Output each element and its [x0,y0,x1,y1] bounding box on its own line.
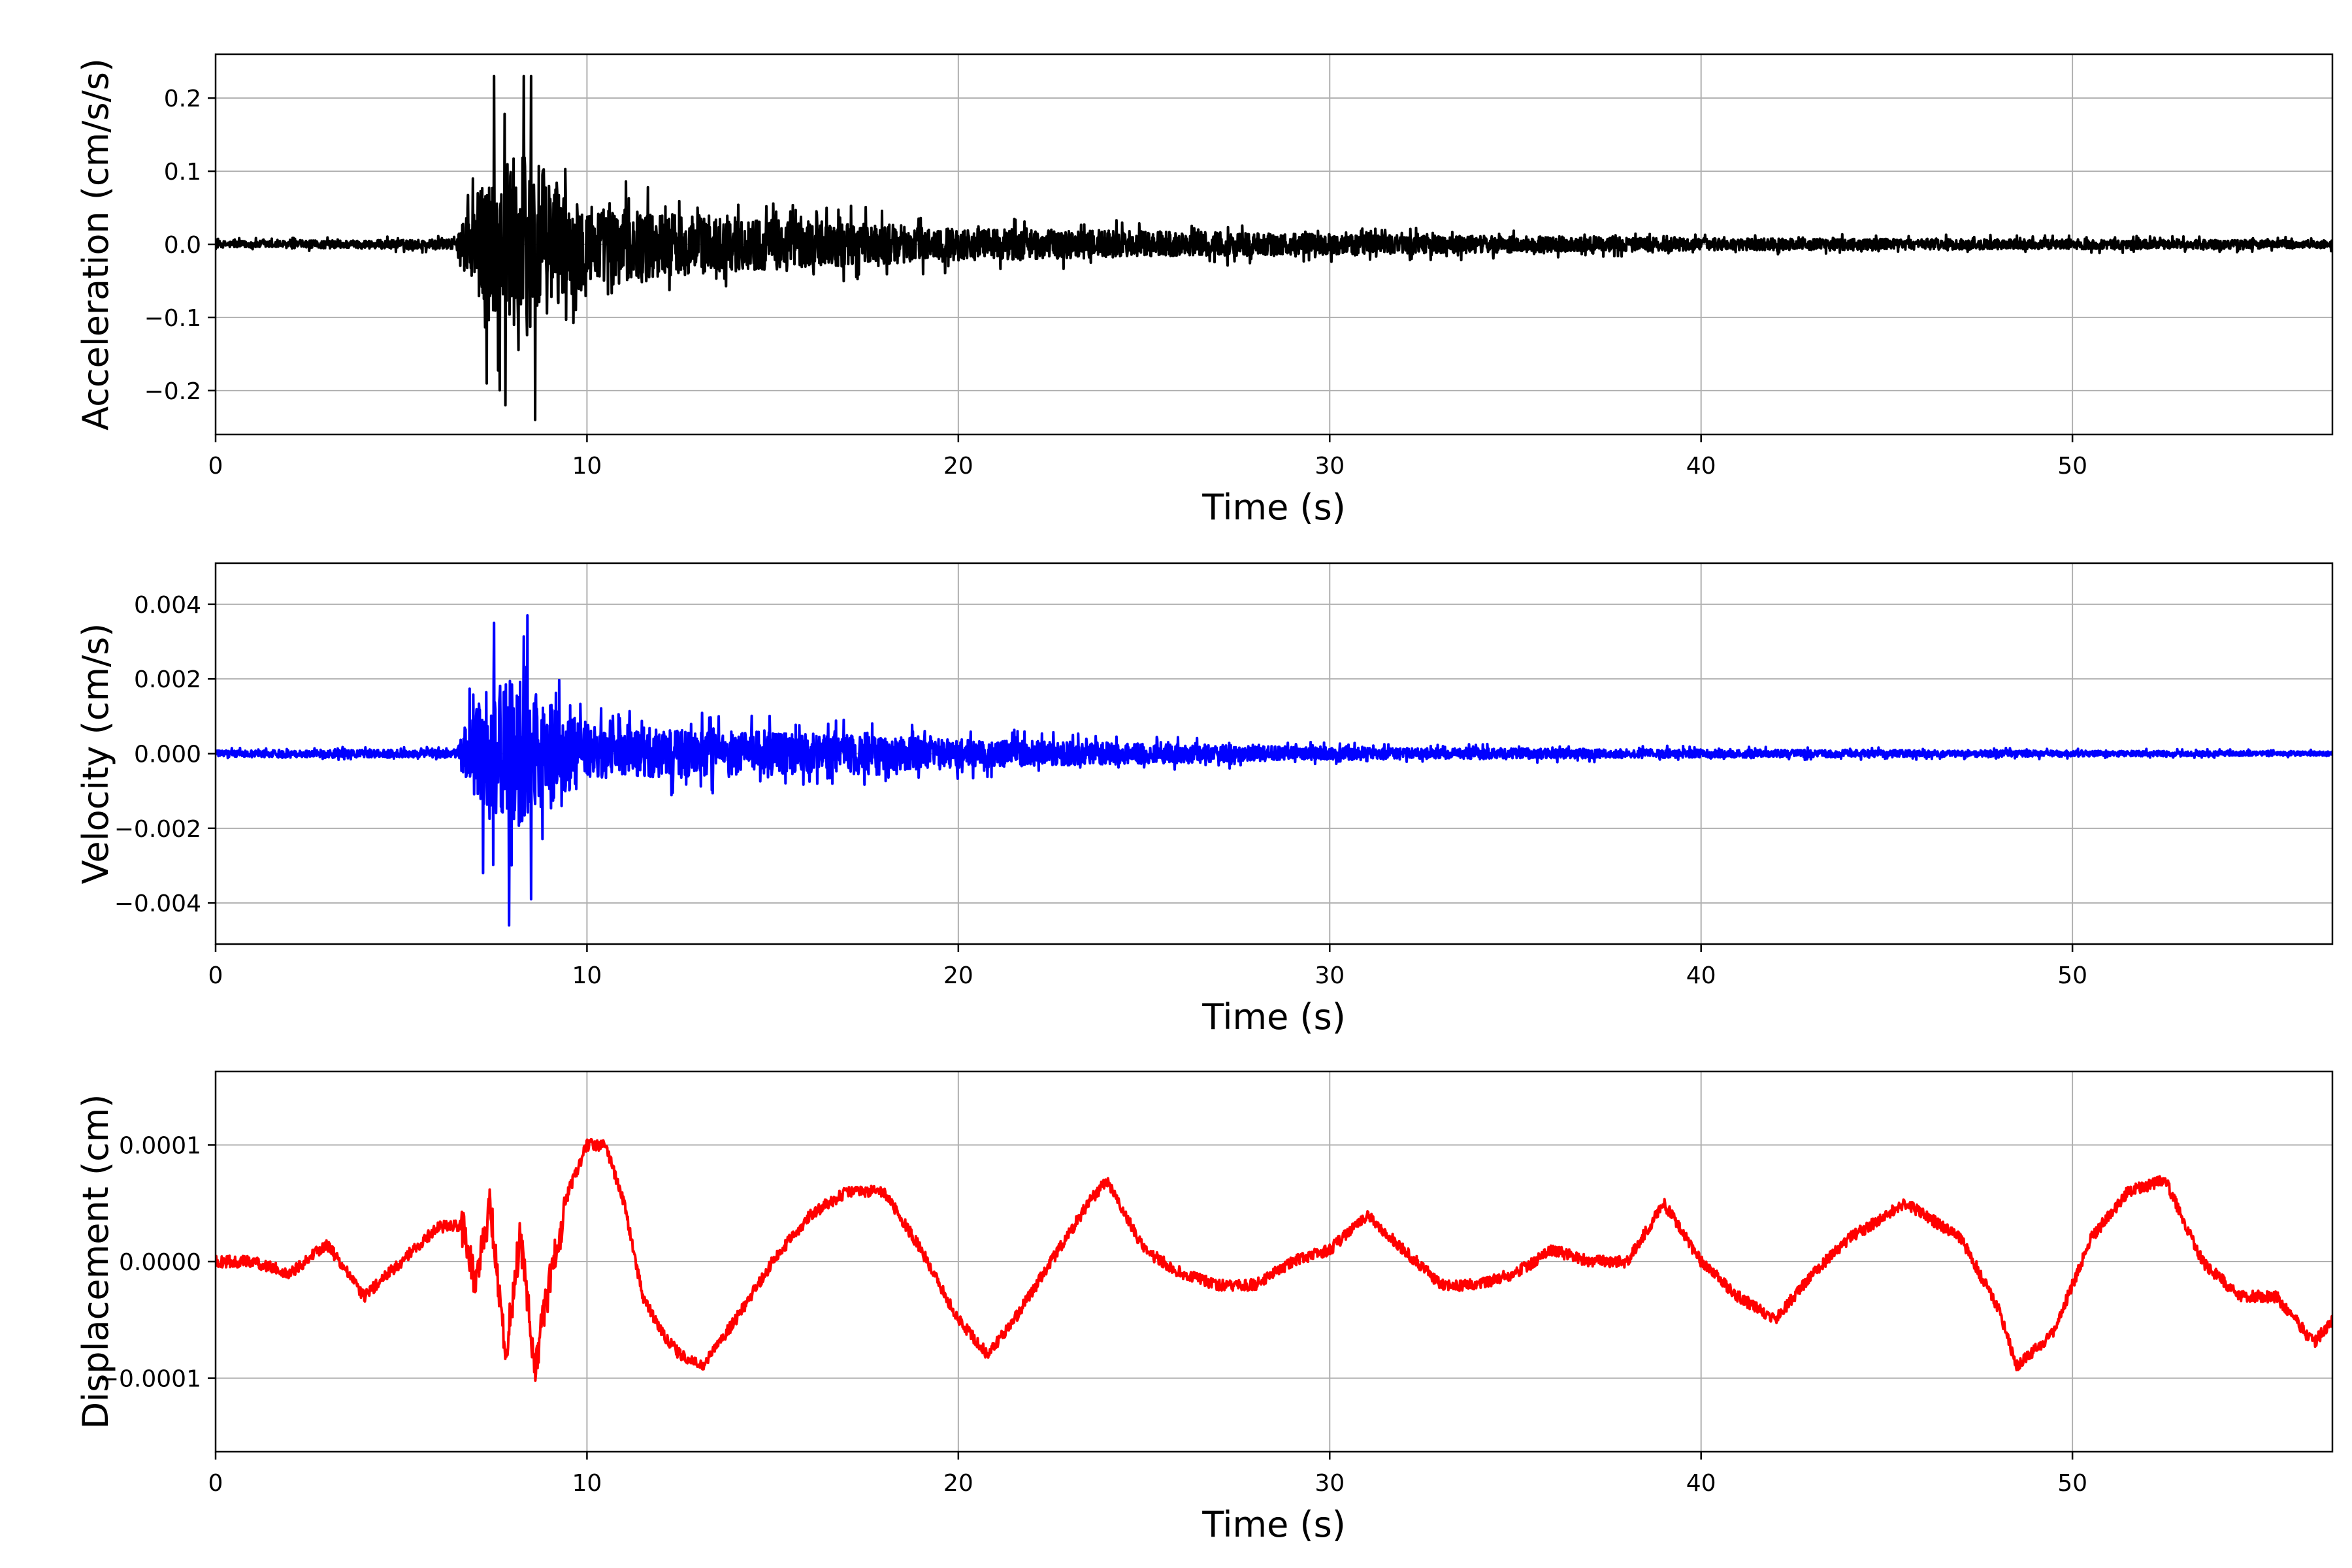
displacement-xtick-label: 20 [943,1470,973,1497]
acceleration-xtick-label: 50 [2057,453,2087,480]
acceleration-ytick-label: 0.2 [164,86,201,112]
velocity-ytick-label: −0.002 [114,816,201,843]
velocity-ytick-label: 0.004 [134,592,201,619]
velocity-xtick-label: 50 [2057,962,2087,989]
displacement-panel: 0 10 20 30 40 50 −0.0001 0.0000 0.0001 Time (s) Di… [75,1070,2334,1545]
velocity-ytick-label: 0.000 [134,742,201,768]
velocity-panel: 0 10 20 30 40 50 −0.004 −0.002 0.000 0.002 0.004 Ti… [75,562,2334,1037]
acceleration-ytick-label: 0.1 [164,159,201,186]
displacement-xtick-label: 10 [572,1470,602,1497]
velocity-ytick-label: 0.002 [134,666,201,693]
displacement-ytick-label: 0.0001 [119,1132,201,1159]
velocity-series-line [216,614,2332,927]
displacement-xtick-label: 40 [1686,1470,1716,1497]
acceleration-xaxis-label: Time (s) [1201,487,1346,528]
displacement-yaxis-label: Displacement (cm) [75,1094,116,1429]
acceleration-ytick-label: −0.1 [144,305,201,332]
acceleration-xtick-label: 30 [1315,453,1345,480]
velocity-xtick-label: 10 [572,962,602,989]
acceleration-xtick-label: 20 [943,453,973,480]
displacement-ytick-label: 0.0000 [119,1249,201,1276]
displacement-series-line [216,1137,2332,1382]
acceleration-ytick-label: −0.2 [144,378,201,405]
displacement-xaxis-label: Time (s) [1201,1504,1346,1545]
acceleration-panel: 0 10 20 30 40 50 −0.2 −0.1 0.0 0.1 0.2 Time (s) Acce… [75,53,2334,528]
velocity-xtick-label: 20 [943,962,973,989]
velocity-xtick-label: 40 [1686,962,1716,989]
velocity-xaxis-label: Time (s) [1201,996,1346,1037]
acceleration-xtick-label: 40 [1686,453,1716,480]
velocity-yaxis-label: Velocity (cm/s) [75,623,116,885]
acceleration-xtick-label: 0 [208,453,223,480]
acceleration-ytick-label: 0.0 [164,232,201,259]
displacement-ytick-label: −0.0001 [99,1366,201,1393]
acceleration-series-line [216,74,2332,421]
acceleration-xtick-label: 10 [572,453,602,480]
velocity-xtick-label: 30 [1315,962,1345,989]
displacement-xtick-label: 0 [208,1470,223,1497]
velocity-ytick-label: −0.004 [114,890,201,917]
velocity-xtick-label: 0 [208,962,223,989]
displacement-xtick-label: 30 [1315,1470,1345,1497]
acceleration-yaxis-label: Acceleration (cm/s/s) [75,58,116,431]
displacement-xtick-label: 50 [2057,1470,2087,1497]
